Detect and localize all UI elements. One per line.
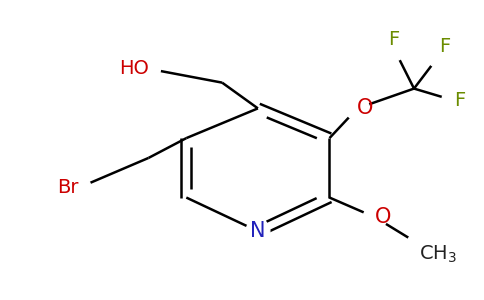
Text: F: F <box>389 30 400 49</box>
Text: N: N <box>250 221 266 241</box>
Circle shape <box>382 37 406 61</box>
Text: HO: HO <box>119 59 149 78</box>
Text: O: O <box>375 207 392 227</box>
Text: Br: Br <box>58 178 79 197</box>
Circle shape <box>442 88 466 112</box>
Circle shape <box>363 206 387 229</box>
Circle shape <box>346 97 369 120</box>
Circle shape <box>407 232 431 256</box>
Text: F: F <box>439 37 450 56</box>
Circle shape <box>427 44 451 68</box>
Circle shape <box>136 57 161 81</box>
Circle shape <box>246 219 270 243</box>
Text: CH$_3$: CH$_3$ <box>419 244 457 266</box>
Text: F: F <box>454 91 465 110</box>
Circle shape <box>67 176 91 200</box>
Text: O: O <box>357 98 374 118</box>
